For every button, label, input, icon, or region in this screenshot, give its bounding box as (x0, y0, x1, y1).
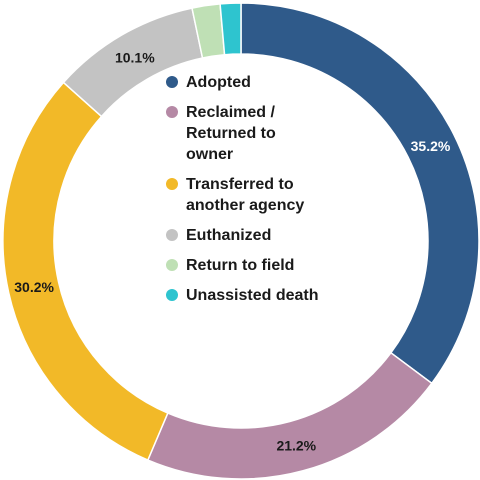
legend-item-5: Unassisted death (166, 285, 318, 306)
legend-item-4: Return to field (166, 255, 318, 276)
legend-item-3: Euthanized (166, 225, 318, 246)
legend-label-line: Return to field (186, 257, 295, 274)
legend-label-5: Unassisted death (186, 285, 318, 306)
legend-item-0: Adopted (166, 72, 318, 93)
legend-label-2: Transferred to another agency (186, 174, 304, 216)
legend-label-line: another agency (186, 197, 305, 214)
legend-item-2: Transferred to another agency (166, 174, 318, 216)
legend-label-4: Return to field (186, 255, 294, 276)
legend-item-1: Reclaimed / Returned to owner (166, 102, 318, 165)
legend-label-line: Adopted (186, 74, 251, 91)
value-label-3: 10.1% (115, 50, 155, 66)
chart-legend: Adopted Reclaimed / Returned to owner Transf… (166, 72, 318, 315)
legend-label-line: Transferred to (186, 176, 294, 193)
legend-label-line: Unassisted death (186, 287, 319, 304)
legend-label-line: owner (186, 146, 234, 163)
legend-label-3: Euthanized (186, 225, 271, 246)
legend-label-1: Reclaimed / Returned to owner (186, 102, 276, 165)
legend-marker-1 (166, 106, 178, 118)
legend-label-line: Reclaimed / (186, 104, 275, 121)
value-label-2: 30.2% (14, 279, 54, 295)
slice-2 (2, 81, 169, 461)
value-label-0: 35.2% (411, 138, 451, 154)
value-label-1: 21.2% (276, 438, 316, 454)
legend-label-line: Returned to (186, 125, 276, 142)
legend-marker-3 (166, 229, 178, 241)
legend-label-0: Adopted (186, 72, 251, 93)
legend-marker-0 (166, 76, 178, 88)
legend-label-line: Euthanized (186, 227, 272, 244)
legend-marker-2 (166, 178, 178, 190)
legend-marker-4 (166, 259, 178, 271)
slice-5 (219, 2, 242, 56)
legend-marker-5 (166, 289, 178, 301)
slice-1 (146, 351, 433, 480)
